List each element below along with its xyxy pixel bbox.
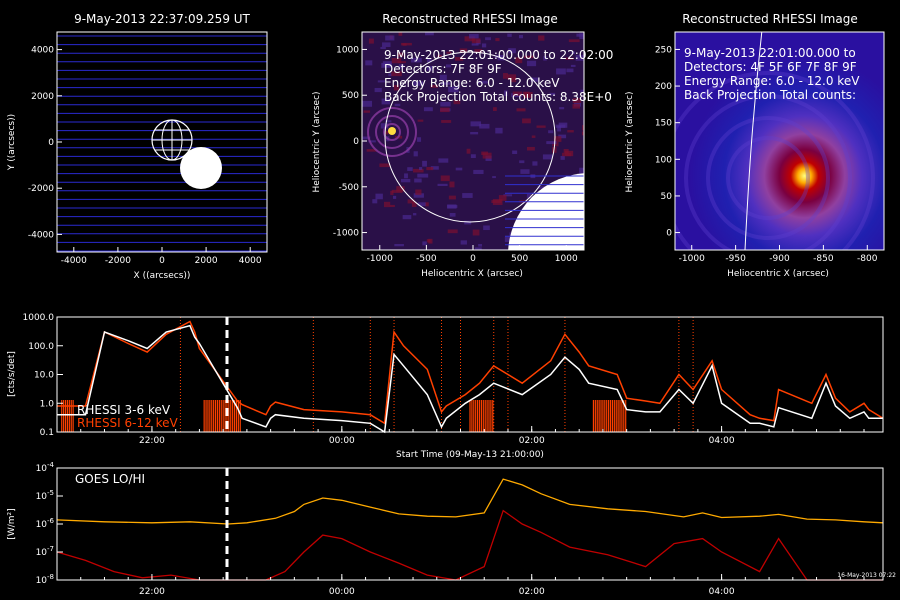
rhessi1-xtick-label: -500 [416,254,437,264]
overlay-text-line: Back Projection Total counts: [684,88,856,102]
earth-disk [180,147,222,189]
sun-xtick-label: -4000 [61,256,87,266]
overlay-text-line: Detectors: 7F 8F 9F [384,62,502,76]
rhessi2-xlabel: Heliocentric X (arcsec) [727,269,829,279]
rhessi1-occulter [508,173,584,250]
rhessi1-xtick-label: 0 [470,254,476,264]
sun-xtick-label: 2000 [195,256,218,266]
rhessi-legend-high: RHESSI 6-12 keV [77,416,178,430]
rhessi2-xtick-label: -900 [769,254,790,264]
rhessi1-source [388,127,396,135]
goes-lc-ytick-label: 10-8 [36,573,54,586]
rhessi-lc-ytick-label: 0.1 [40,428,54,438]
rhessi-lc-ytick-label: 1000.0 [23,313,55,323]
goes-lc-xtick-label: 22:00 [139,587,165,597]
overlay-text-line: 9-May-2013 22:01:00.000 to [684,46,856,60]
rhessi-lc-xlabel: Start Time (09-May-13 21:00:00) [396,450,544,460]
rhessi1-ytick-label: -1000 [333,229,359,239]
sun-ytick-label: 0 [48,138,54,148]
overlay-text-line: Energy Range: 6.0 - 12.0 keV [384,76,560,90]
sun-ytick-label: -4000 [28,230,54,240]
goes-lc-xtick-label: 02:00 [519,587,545,597]
rhessi-lc-ytick-label: 1.0 [40,399,55,409]
rhessi2-image [675,32,884,250]
sun-panel-title: 9-May-2013 22:37:09.259 UT [74,12,250,26]
rhessi1-ytick-label: 1000 [336,45,359,55]
rhessi2-xtick-label: -850 [813,254,834,264]
goes-lightcurve-panel: 22:00 00:00 02:00 04:00 10-4 10-5 10-6 10-7 10-8… [7,461,896,597]
overlay-text-line: Back Projection Total counts: 8.38E+0 [384,90,612,104]
sun-xtick-label: -2000 [105,256,131,266]
sun-ytick-label: -2000 [28,184,54,194]
sun-ylabel: Y ((arcsecs)) [7,114,17,171]
sun-xtick-label: 0 [159,256,165,266]
goes-lc-ylabel: [W/m²] [7,508,17,539]
goes-annotation: GOES LO/HI [75,472,145,486]
rhessi-legend-low: RHESSI 3-6 keV [77,403,171,417]
rhessi1-limb [384,51,556,223]
sun-ytick-label: 4000 [31,46,54,56]
rhessi2-ytick-label: 50 [661,192,673,202]
overlay-text-line: Energy Range: 6.0 - 12.0 keV [684,74,860,88]
rhessi2-xtick-label: -950 [725,254,746,264]
goes-lc-ytick-label: 10-6 [36,517,55,530]
sun-disk-grid [151,119,193,161]
rhessi-image-panel-2: Reconstructed RHESSI Image 9-May-2013 22… [625,12,885,279]
rhessi-image-panel-1: Reconstructed RHESSI Image 9-May-2013 22… [312,12,613,279]
goes-lc-frame [56,467,884,581]
rhessi1-xtick-label: 500 [511,254,528,264]
goes-footer: 16-May-2013 07:22 [837,572,896,579]
rhessi-lc-xtick-label: 22:00 [139,436,165,446]
goes-lc-xtick-label: 04:00 [709,587,735,597]
rhessi-series-line [57,320,884,425]
rhessi2-rings [675,71,875,250]
rhessi-lc-xtick-label: 02:00 [519,436,545,446]
overlay-text-line: 9-May-2013 22:01:00.000 to 22:02:00 [384,48,613,62]
rhessi2-ytick-label: 200 [655,82,672,92]
rhessi2-ytick-label: 250 [655,45,672,55]
rhessi-series-line [57,324,883,434]
rhessi2-ytick-label: 100 [655,155,672,165]
rhessi1-ytick-label: 0 [353,137,359,147]
rhessi1-title: Reconstructed RHESSI Image [382,12,557,26]
rhessi1-ytick-label: -500 [339,183,360,193]
sun-position-panel: 9-May-2013 22:37:09.259 UT -4000 -2000 0 20… [7,12,268,281]
rhessi2-ytick-label: 0 [666,229,672,239]
rhessi1-raster [505,175,584,246]
rhessi1-ylabel: Heliocentric Y (arcsec) [312,91,322,192]
rhessi1-rings [367,107,417,157]
rhessi-lc-xtick-label: 00:00 [329,436,355,446]
rhessi-lc-xtick-label: 04:00 [709,436,735,446]
rhessi2-limb [744,32,763,250]
goes-series-line [56,509,883,581]
goes-series-line [56,478,884,525]
rhessi-lightcurve-panel: 22:00 00:00 02:00 04:00 1000.0 100.0 10.0 1.0 0.… [7,313,884,460]
rhessi2-title: Reconstructed RHESSI Image [682,12,857,26]
goes-lc-ytick-label: 10-4 [36,461,55,474]
sun-xtick-label: 4000 [239,256,262,266]
goes-lc-ytick-label: 10-5 [36,489,54,502]
rhessi2-ylabel: Heliocentric Y (arcsec) [625,91,635,192]
rhessi-lc-ytick-label: 100.0 [28,342,54,352]
sun-xlabel: X ((arcsecs)) [134,271,191,281]
rhessi-lc-ylabel: [cts/s/det] [7,351,17,397]
rhessi1-ytick-label: 500 [342,91,359,101]
goes-lc-xtick-label: 00:00 [329,587,355,597]
goes-lc-ytick-label: 10-7 [36,545,54,558]
overlay-text-line: Detectors: 4F 5F 6F 7F 8F 9F [684,60,857,74]
rhessi2-xtick-label: -800 [857,254,878,264]
sun-ytick-label: 2000 [31,92,54,102]
rhessi1-overlay: 9-May-2013 22:01:00.000 to 22:02:00Detec… [384,48,613,104]
rhessi1-xlabel: Heliocentric X (arcsec) [421,269,523,279]
rhessi2-ytick-label: 150 [655,119,672,129]
rhessi1-xtick-label: -1000 [367,254,393,264]
rhessi1-xtick-label: 1000 [555,254,578,264]
rhessi-lc-ytick-label: 10.0 [34,371,54,381]
rhessi2-xtick-label: -1000 [679,254,705,264]
